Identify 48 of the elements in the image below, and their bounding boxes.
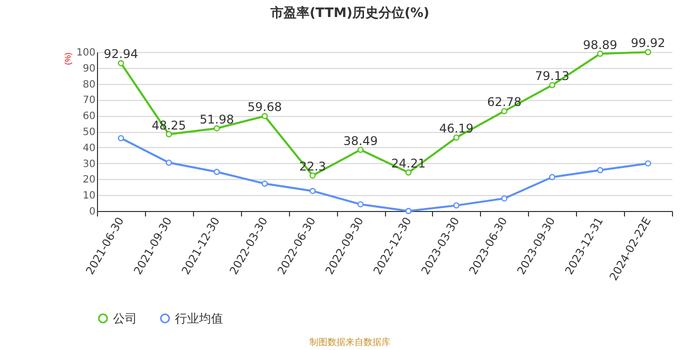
y-tick-label: 100 — [76, 48, 96, 58]
point — [501, 195, 508, 202]
point — [214, 125, 220, 132]
point — [118, 135, 124, 142]
y-tick-label: 0 — [89, 206, 96, 218]
point — [357, 201, 364, 208]
point — [118, 60, 124, 66]
y-tick-label: 70 — [82, 95, 96, 106]
point — [166, 131, 172, 138]
point — [262, 180, 268, 187]
point — [549, 174, 556, 180]
point — [214, 168, 220, 175]
point — [166, 160, 172, 166]
y-tick-label: 30 — [82, 158, 96, 170]
y-tick-label: 60 — [82, 111, 96, 122]
point — [310, 172, 316, 179]
legend-label: 公司 — [113, 311, 137, 326]
data-label: 98.89 — [582, 38, 618, 52]
data-label: 99.92 — [630, 36, 666, 50]
point — [549, 82, 556, 88]
legend-label: 行业均值 — [175, 311, 223, 326]
point — [597, 167, 604, 174]
chart-title: 市盈率(TTM)历史分位(%) — [270, 4, 430, 22]
y-tick-label: 80 — [82, 79, 96, 90]
y-tick-label: 50 — [82, 127, 96, 138]
point — [453, 202, 460, 209]
point — [644, 49, 652, 56]
data-label: 92.94 — [104, 47, 138, 62]
point — [405, 169, 412, 176]
point — [644, 160, 652, 167]
y-tick-label: 40 — [82, 142, 96, 154]
point — [501, 108, 508, 114]
point — [453, 134, 460, 141]
y-axis-title: (%) — [63, 52, 72, 65]
point — [310, 188, 316, 194]
data-label: 59.68 — [248, 100, 282, 114]
y-tick-label: 90 — [82, 63, 96, 74]
data-label: 46.19 — [439, 122, 474, 136]
point — [405, 208, 412, 214]
data-label: 51.98 — [200, 112, 234, 126]
data-label: 62.78 — [487, 95, 522, 110]
point — [357, 146, 364, 153]
point — [597, 50, 604, 57]
y-tick-label: 20 — [82, 174, 96, 186]
text: 制图数据来自数据库 — [308, 336, 392, 349]
point — [262, 113, 268, 120]
y-tick-label: 10 — [82, 190, 96, 202]
data-label: 38.49 — [343, 134, 378, 148]
